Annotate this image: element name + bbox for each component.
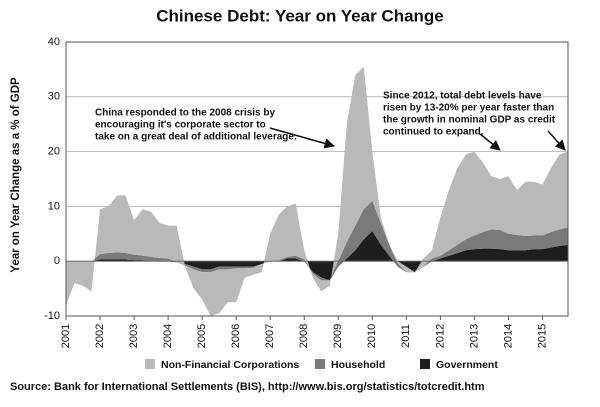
x-tick-label: 2014 [502, 324, 514, 348]
annotation: continued to expand. [383, 127, 484, 138]
annotation: China responded to the 2008 crisis by [95, 108, 275, 119]
legend-swatch [145, 359, 155, 369]
x-tick-label: 2004 [162, 324, 174, 348]
annotation: take on a great deal of additional lever… [95, 132, 297, 143]
source: Source: Bank for International Settlemen… [10, 381, 485, 393]
annotation: the growth in nominal GDP as credit [383, 115, 556, 126]
legend-swatch [420, 359, 430, 369]
x-tick-label: 2002 [94, 324, 106, 348]
annotation: risen by 13-20% per year faster than [383, 103, 554, 114]
area [66, 200, 568, 281]
y-tick-label: -10 [44, 310, 60, 322]
y-tick-label: 10 [48, 200, 60, 212]
legend-label: Non-Financial Corporations [161, 359, 299, 371]
arrow [547, 130, 566, 151]
legend-label: Household [331, 359, 385, 371]
y-tick-label: 30 [48, 91, 60, 103]
chart-title: Chinese Debt: Year on Year Change [156, 6, 444, 25]
area [66, 231, 568, 281]
x-tick-label: 2005 [196, 324, 208, 348]
x-tick-label: 2013 [468, 324, 480, 348]
legend-swatch [315, 359, 325, 369]
y-tick-label: 20 [48, 146, 60, 158]
area [66, 66, 568, 316]
x-tick-label: 2009 [332, 324, 344, 348]
legend-label: Government [436, 359, 498, 371]
x-tick-label: 2011 [400, 324, 412, 348]
y-tick-label: 40 [48, 36, 60, 48]
x-tick-label: 2006 [230, 324, 242, 348]
x-tick-label: 2012 [434, 324, 446, 348]
x-tick-label: 2007 [264, 324, 276, 348]
x-tick-label: 2001 [60, 324, 72, 348]
x-tick-label: 2008 [298, 324, 310, 348]
y-axis-label: Year on Year Change as a % of GDP [10, 77, 22, 273]
x-tick-label: 2010 [366, 324, 378, 348]
x-tick-label: 2015 [536, 324, 548, 348]
arrow [479, 133, 501, 151]
x-tick-label: 2003 [128, 324, 140, 348]
annotation: encouraging it's corporate sector to [95, 120, 266, 131]
plot-frame [65, 41, 569, 317]
arrow [269, 127, 336, 149]
annotation: Since 2012, total debt levels have [383, 91, 542, 102]
y-tick-label: 0 [54, 255, 60, 267]
